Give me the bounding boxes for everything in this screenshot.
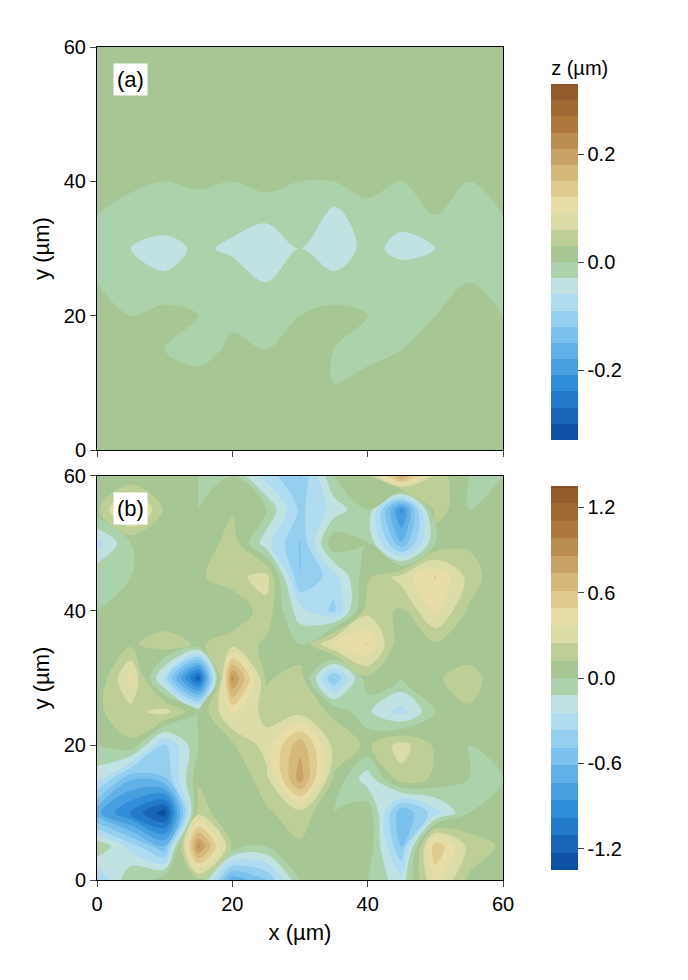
svg-text:x (µm): x (µm) (269, 920, 332, 945)
svg-text:z (µm): z (µm) (551, 57, 608, 79)
svg-text:20: 20 (64, 734, 86, 756)
svg-text:0: 0 (75, 439, 86, 461)
svg-text:(b): (b) (117, 496, 144, 521)
svg-text:0.2: 0.2 (588, 143, 616, 165)
svg-text:y (µm): y (µm) (29, 647, 54, 710)
svg-text:60: 60 (64, 465, 86, 487)
svg-text:-0.6: -0.6 (588, 752, 622, 774)
svg-text:40: 40 (357, 893, 379, 915)
svg-text:-1.2: -1.2 (588, 838, 622, 860)
svg-text:0.0: 0.0 (588, 251, 616, 273)
svg-text:-0.2: -0.2 (588, 359, 622, 381)
svg-text:0.6: 0.6 (588, 582, 616, 604)
svg-text:0: 0 (91, 893, 102, 915)
svg-text:20: 20 (221, 893, 243, 915)
svg-text:60: 60 (64, 36, 86, 58)
svg-text:0: 0 (75, 869, 86, 891)
svg-text:y (µm): y (µm) (29, 217, 54, 280)
svg-text:20: 20 (64, 305, 86, 327)
svg-text:(a): (a) (117, 67, 144, 92)
svg-text:0.0: 0.0 (588, 667, 616, 689)
svg-text:1.2: 1.2 (588, 496, 616, 518)
svg-text:40: 40 (64, 600, 86, 622)
svg-text:60: 60 (492, 893, 514, 915)
svg-text:40: 40 (64, 170, 86, 192)
